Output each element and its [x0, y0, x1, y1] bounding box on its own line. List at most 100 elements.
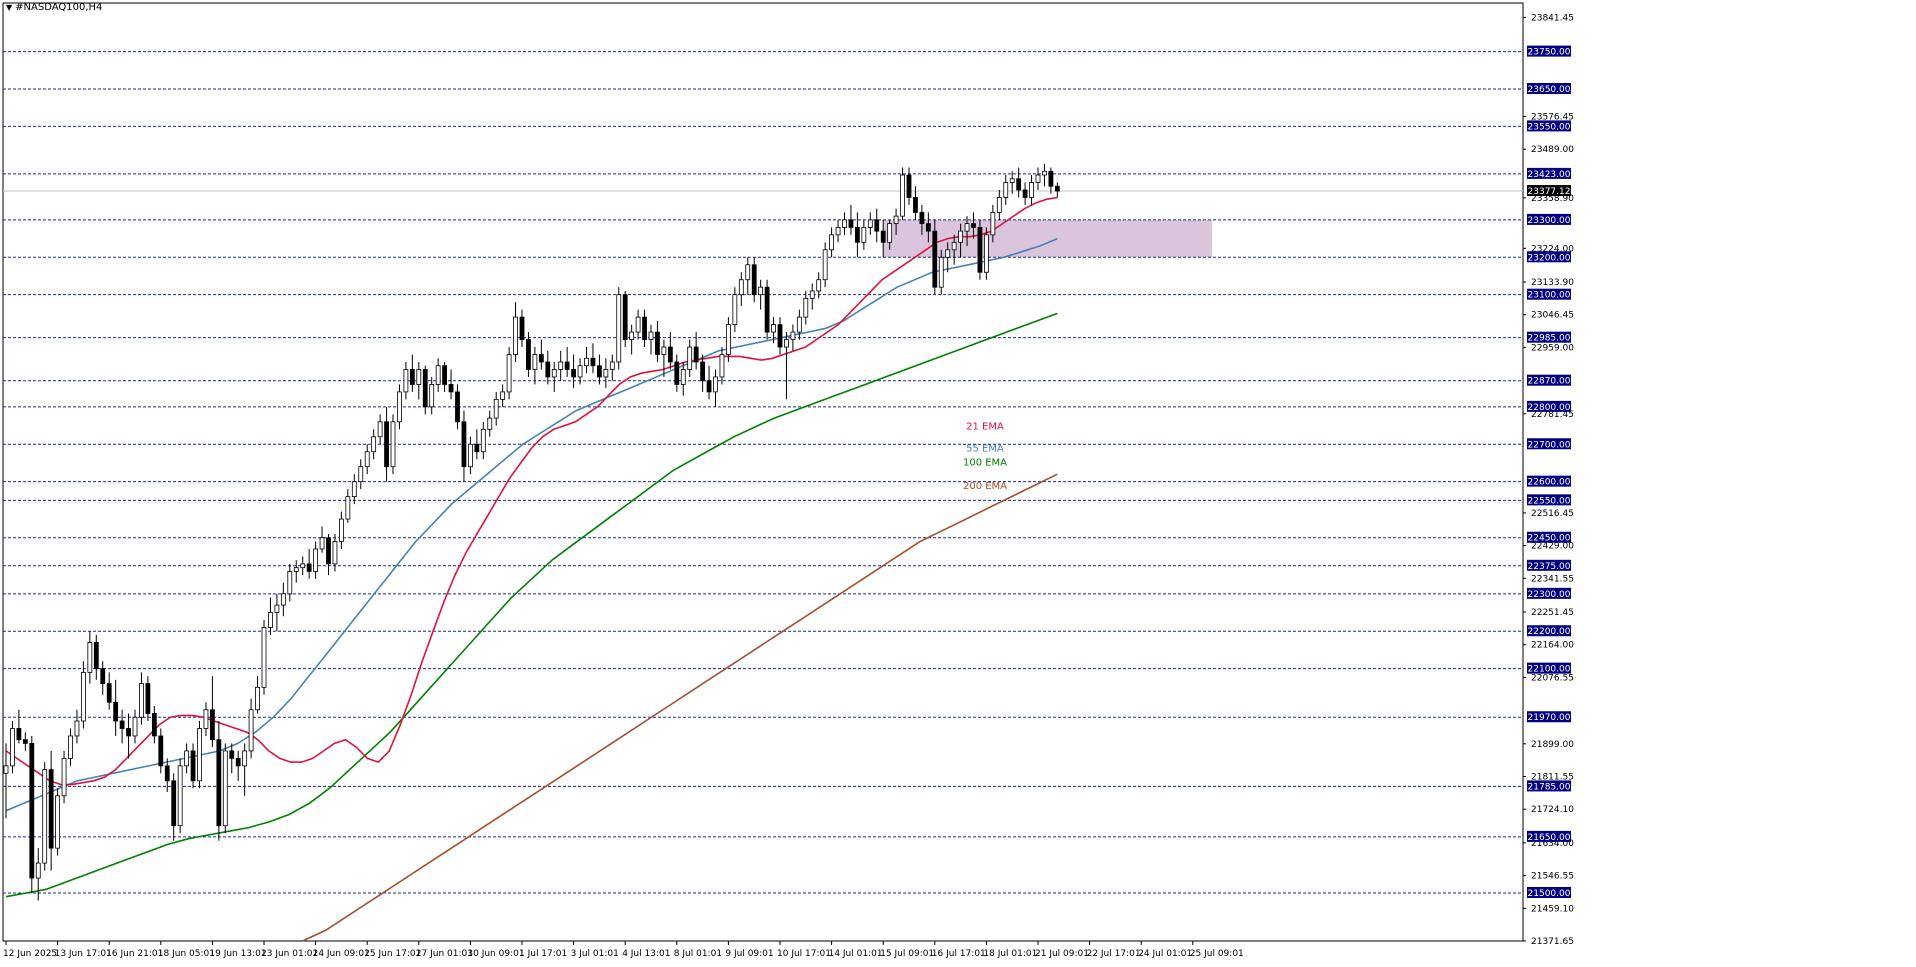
candle-down [571, 369, 576, 378]
candle-up [1035, 174, 1041, 183]
candle-down [932, 230, 938, 288]
time-tick-label: 25 Jul 09:01 [1190, 949, 1244, 959]
candle-up [184, 750, 190, 767]
chevron-down-icon[interactable]: ▼ [6, 3, 13, 12]
ema-21-line [5, 196, 1058, 786]
candle-down [519, 316, 525, 340]
candle-up [835, 226, 841, 236]
candle-down [16, 728, 22, 741]
price-tick-label: 21899.00 [1531, 740, 1574, 750]
time-tick-label: 23 Jun 01:01 [261, 949, 318, 959]
candle-down [164, 765, 170, 782]
candle-up [867, 219, 873, 228]
level-label: 22550.00 [1528, 496, 1571, 506]
candle-down [925, 223, 931, 232]
candle-up [558, 361, 564, 370]
candle-up [635, 316, 641, 333]
candle-up [532, 354, 538, 370]
candle-down [422, 369, 428, 408]
candle-up [784, 339, 789, 348]
price-tick-label: 22251.45 [1531, 608, 1574, 618]
level-label-box [1527, 213, 1571, 225]
price-tick-label: 23576.45 [1531, 113, 1574, 123]
price-tick-label: 21811.55 [1531, 772, 1574, 782]
level-label-box [1527, 887, 1571, 899]
candle-down [538, 354, 544, 363]
candle-up [480, 428, 486, 453]
supply-demand-zone [883, 219, 1213, 258]
candle-up [842, 219, 847, 228]
legend-200-ema: 200 EMA [963, 481, 1007, 492]
level-label-box [1527, 83, 1571, 95]
price-tick-label: 21546.55 [1531, 872, 1574, 882]
time-tick-label: 8 Jul 01:01 [674, 949, 722, 959]
candle-up [42, 769, 48, 864]
time-tick-label: 3 Jul 01:01 [571, 949, 619, 959]
candle-up [790, 331, 796, 340]
time-tick-label: 19 Jun 13:01 [209, 949, 266, 959]
level-label-box [1527, 288, 1571, 300]
level-label-box [1527, 438, 1571, 450]
candle-up [809, 290, 815, 299]
candle-down [1054, 185, 1060, 192]
candle-up [513, 316, 518, 355]
candle-up [577, 365, 583, 378]
candle-down [906, 174, 912, 198]
candle-up [958, 230, 963, 243]
candle-up [964, 223, 970, 232]
candle-up [274, 604, 280, 613]
time-tick-label: 12 Jun 2025 [3, 949, 57, 959]
candle-up [500, 391, 506, 400]
candle-down [235, 757, 241, 767]
candle-up [861, 226, 867, 243]
time-tick-label: 24 Jun 09:01 [313, 949, 370, 959]
plot-area [2, 2, 1524, 942]
time-tick-label: 9 Jul 09:01 [725, 949, 773, 959]
level-label-box [1527, 531, 1571, 543]
candle-up [609, 361, 615, 370]
candle-down [693, 346, 699, 363]
level-label-box [1527, 711, 1571, 723]
level-label-box [1527, 167, 1571, 179]
legend-55-ema: 55 EMA [966, 444, 1004, 455]
candle-up [719, 354, 725, 378]
candle-up [1029, 182, 1034, 198]
candle-down [597, 365, 602, 378]
candle-down [1022, 189, 1028, 198]
time-tick-label: 18 Jun 05:01 [158, 949, 215, 959]
time-tick-label: 25 Jun 17:01 [364, 949, 421, 959]
candle-down [526, 339, 531, 370]
level-label: 22100.00 [1528, 665, 1571, 675]
candle-down [229, 750, 235, 759]
candle-up [242, 750, 248, 767]
candle-up [74, 720, 80, 737]
candle-up [429, 384, 435, 408]
level-label-box [1527, 331, 1571, 343]
level-label: 22985.00 [1528, 334, 1571, 344]
candle-up [829, 234, 834, 251]
candle-up [487, 417, 493, 430]
candle-down [777, 324, 783, 348]
candle-up [203, 709, 209, 729]
candle-up [319, 537, 325, 550]
candle-up [35, 862, 41, 879]
candle-up [713, 376, 718, 393]
level-label: 21785.00 [1528, 782, 1571, 792]
candle-up [893, 215, 899, 225]
time-tick-label: 16 Jul 17:01 [932, 949, 986, 959]
candle-up [261, 627, 267, 688]
candle-up [984, 234, 989, 273]
candle-up [551, 369, 557, 378]
time-tick-label: 24 Jul 01:01 [1138, 949, 1192, 959]
candle-down [113, 701, 119, 722]
level-label-box [1527, 45, 1571, 57]
candle-up [732, 294, 738, 325]
candle-down [106, 683, 112, 703]
candle-down [158, 735, 164, 767]
symbol-title[interactable]: ▼ #NASDAQ100,H4 [6, 2, 102, 13]
price-tick-label: 22781.45 [1531, 410, 1574, 420]
candle-up [3, 765, 9, 774]
candle-down [706, 380, 712, 393]
